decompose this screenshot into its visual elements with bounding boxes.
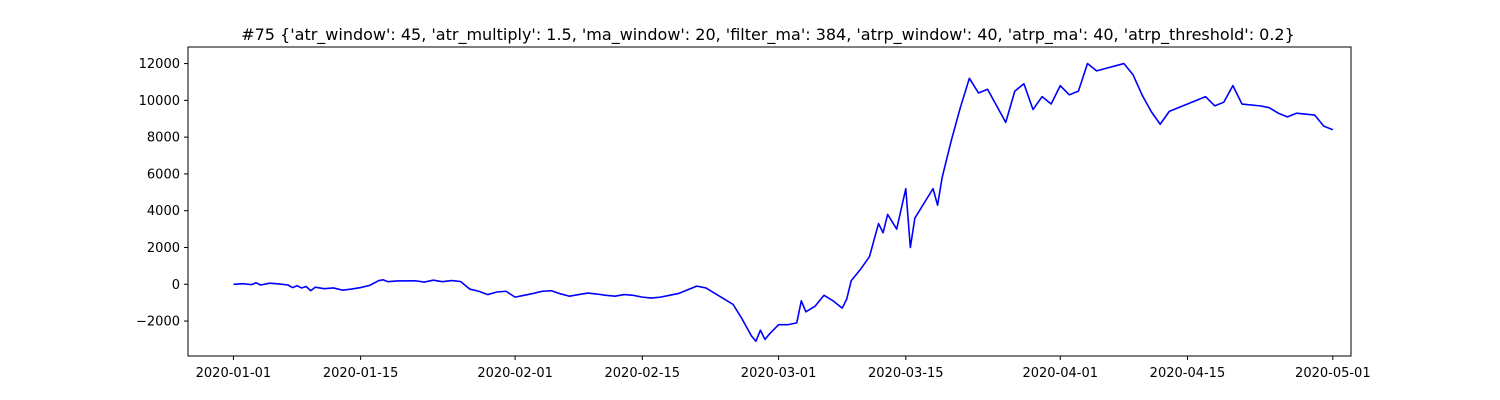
- x-tick-label: 2020-01-15: [323, 366, 399, 381]
- y-tick-label: 0: [172, 278, 180, 293]
- plot-area: 2020-01-01 2020-01-15 2020-02-01 2020-02-15…: [136, 46, 1371, 381]
- x-tick-label: 2020-03-01: [741, 366, 817, 381]
- x-tick-label: 2020-04-01: [1022, 366, 1098, 381]
- y-tick-label: 6000: [147, 167, 180, 182]
- x-tick-label: 2020-01-01: [196, 366, 272, 381]
- y-tick-label: 8000: [147, 131, 180, 146]
- x-tick-label: 2020-02-01: [477, 366, 553, 381]
- y-tick-label: 2000: [147, 241, 180, 256]
- x-tick-label: 2020-05-01: [1295, 366, 1371, 381]
- y-tick-label: 12000: [139, 57, 180, 72]
- y-tick-label: −2000: [136, 315, 180, 330]
- y-axis: −2000 0 2000 4000 6000 8000 10000 12000: [136, 57, 188, 330]
- axes-frame: [187, 46, 1352, 357]
- y-tick-label: 4000: [147, 204, 180, 219]
- chart-title: #75 {'atr_window': 45, 'atr_multiply': 1…: [241, 25, 1295, 45]
- x-tick-label: 2020-02-15: [605, 366, 681, 381]
- series-layer: [233, 62, 1334, 343]
- x-tick-label: 2020-03-15: [868, 366, 944, 381]
- x-axis: 2020-01-01 2020-01-15 2020-02-01 2020-02-15…: [196, 356, 1371, 381]
- x-tick-label: 2020-04-15: [1150, 366, 1226, 381]
- series-line: [233, 62, 1334, 343]
- y-tick-label: 10000: [139, 94, 180, 109]
